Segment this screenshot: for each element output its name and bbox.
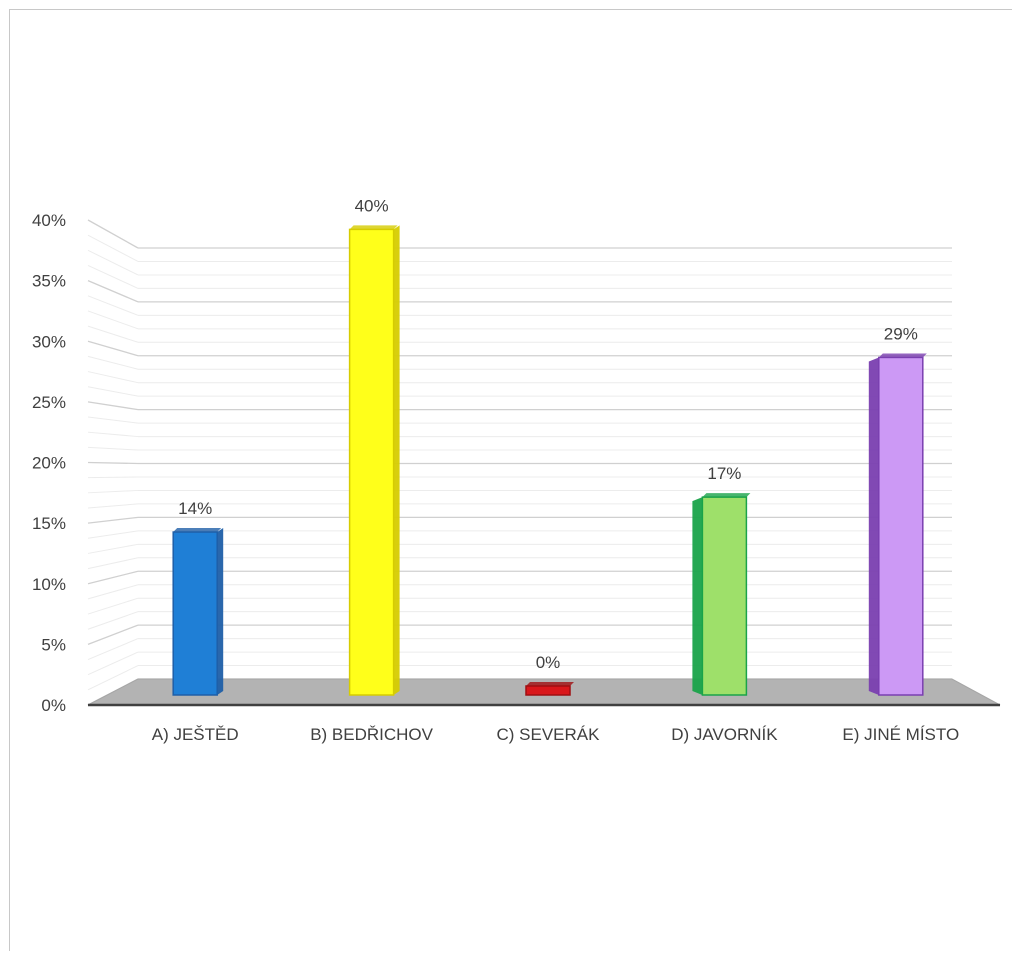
- bar-top: [173, 528, 222, 533]
- bar-side: [217, 528, 224, 695]
- gridline-side-minor: [87, 416, 139, 424]
- x-tick-label: B) BEDŘICHOV: [310, 725, 433, 744]
- gridline-side-major: [87, 280, 139, 303]
- x-tick-label: E) JINÉ MÍSTO: [842, 725, 959, 744]
- bar-top: [526, 682, 574, 686]
- data-label: 29%: [884, 324, 918, 343]
- x-tick-label: D) JAVORNÍK: [671, 725, 778, 744]
- gridline-side-major: [87, 570, 139, 585]
- bar: [525, 682, 574, 696]
- y-tick-label: 0%: [41, 696, 66, 715]
- gridline-side-minor: [87, 638, 139, 660]
- gridline-side-minor: [87, 597, 139, 615]
- data-labels: 14% 40% 0% 17% 29%: [178, 196, 918, 672]
- bar-side: [868, 357, 879, 695]
- bar: [172, 528, 224, 696]
- gridline-side-minor: [87, 651, 139, 676]
- data-label: 14%: [178, 499, 212, 518]
- gridline-side-minor: [87, 530, 139, 539]
- bar: [348, 225, 400, 696]
- gridline-side-major: [87, 340, 139, 357]
- gridline-side-minor: [87, 611, 139, 630]
- gridline-side-minor: [87, 557, 139, 570]
- y-axis-ticks: 0% 5% 10% 15% 20% 25% 30% 35% 40%: [32, 211, 66, 715]
- bar-side: [393, 225, 400, 695]
- gridlines: [87, 219, 952, 706]
- bar: [868, 353, 927, 696]
- chart-frame: [9, 9, 1012, 951]
- gridline-side-major: [87, 624, 139, 645]
- y-tick-label: 20%: [32, 454, 66, 473]
- gridline-side-minor: [87, 295, 139, 316]
- gridline-side-major: [87, 516, 139, 524]
- gridline-side-major: [87, 461, 139, 465]
- gridline-side-minor: [87, 265, 139, 289]
- gridline-side-minor: [87, 234, 139, 262]
- x-tick-label: A) JEŠTĚD: [152, 725, 239, 744]
- bar-front: [878, 356, 924, 696]
- bar-front: [701, 496, 748, 696]
- y-tick-label: 30%: [32, 332, 66, 351]
- gridline-side-minor: [87, 543, 139, 554]
- y-tick-label: 15%: [32, 514, 66, 533]
- gridline-side-minor: [87, 310, 139, 330]
- data-label: 0%: [536, 653, 561, 672]
- gridline-side-minor: [87, 489, 139, 494]
- gridline-side-minor: [87, 446, 139, 451]
- y-tick-label: 25%: [32, 393, 66, 412]
- y-tick-label: 5%: [41, 635, 66, 654]
- gridline-side-minor: [87, 355, 139, 370]
- gridline-side-major: [87, 219, 139, 249]
- bar-side: [692, 497, 703, 695]
- bar-top: [878, 353, 927, 358]
- bar-front: [525, 685, 571, 696]
- data-label: 40%: [355, 196, 389, 215]
- gridline-side-minor: [87, 371, 139, 384]
- bars: [172, 225, 927, 696]
- gridline-side-minor: [87, 665, 139, 691]
- bar-top: [702, 493, 751, 498]
- gridline-side-minor: [87, 431, 139, 438]
- y-tick-label: 40%: [32, 211, 66, 230]
- x-axis-categories: A) JEŠTĚD B) BEDŘICHOV C) SEVERÁK D) JAVORN…: [152, 725, 959, 744]
- y-tick-label: 35%: [32, 272, 66, 291]
- data-label: 17%: [707, 464, 741, 483]
- gridline-side-minor: [87, 476, 139, 479]
- gridline-side-major: [87, 401, 139, 411]
- bar-front: [172, 531, 218, 696]
- x-tick-label: C) SEVERÁK: [497, 725, 601, 744]
- gridline-side-minor: [87, 503, 139, 509]
- gridline-side-minor: [87, 325, 139, 343]
- gridline-side-minor: [87, 249, 139, 276]
- bar: [692, 493, 751, 696]
- gridline-side-minor: [87, 386, 139, 397]
- bar-top: [349, 225, 398, 230]
- y-tick-label: 10%: [32, 575, 66, 594]
- gridline-side-minor: [87, 584, 139, 600]
- bar-front: [348, 228, 395, 696]
